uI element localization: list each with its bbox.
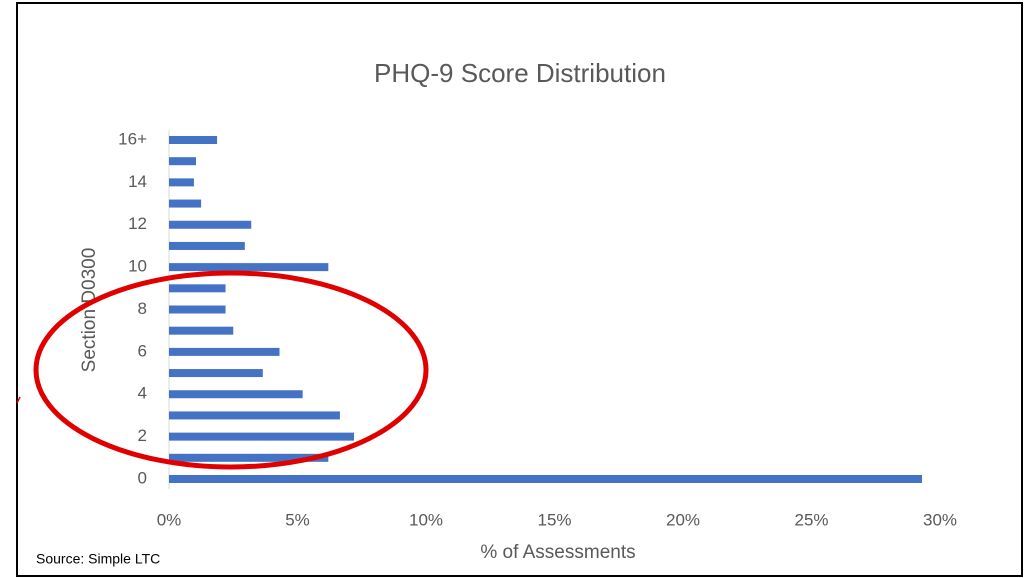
bar (169, 136, 218, 144)
chart-title: PHQ-9 Score Distribution (374, 58, 666, 88)
bar (169, 241, 245, 250)
chart-frame (16, 2, 1023, 577)
x-tick-label: 25% (794, 510, 828, 529)
y-tick-label: 14 (128, 172, 147, 191)
x-tick-label: 0% (157, 510, 182, 529)
x-axis-label: % of Assessments (480, 542, 635, 563)
y-tick-label: 10 (128, 257, 147, 276)
red-mark (16, 396, 21, 404)
bar (169, 432, 355, 441)
bar (169, 390, 303, 399)
bar (169, 178, 194, 187)
highlight-ellipse (33, 270, 429, 470)
bar (169, 199, 202, 208)
plot-area: 0% 5% 10% 15% 20% 25% 30% 0 2 4 6 8 10 12 14 16+ (118, 129, 957, 529)
x-tick-label: 5% (285, 510, 310, 529)
bar (169, 263, 329, 272)
bar (169, 453, 329, 462)
y-tick-label: 4 (138, 384, 147, 403)
y-tick-label: 2 (138, 426, 147, 445)
bar (169, 305, 226, 314)
x-tick-label: 15% (537, 510, 571, 529)
bar (169, 284, 226, 293)
bar (169, 475, 923, 483)
source-note: Source: Simple LTC (36, 551, 160, 567)
x-tick-label: 30% (923, 510, 957, 529)
bar (169, 326, 234, 335)
bar (169, 411, 340, 420)
x-tick-label: 10% (409, 510, 443, 529)
bar (169, 369, 263, 378)
y-tick-label: 6 (138, 341, 147, 360)
bar (169, 347, 280, 356)
y-tick-label: 12 (128, 214, 147, 233)
bar (169, 157, 196, 166)
y-tick-label: 8 (138, 299, 147, 318)
bar (169, 220, 252, 229)
x-tick-label: 20% (666, 510, 700, 529)
y-tick-label: 16+ (118, 129, 147, 148)
y-axis-label: Section D0300 (79, 248, 100, 373)
y-tick-label: 0 (138, 468, 147, 487)
